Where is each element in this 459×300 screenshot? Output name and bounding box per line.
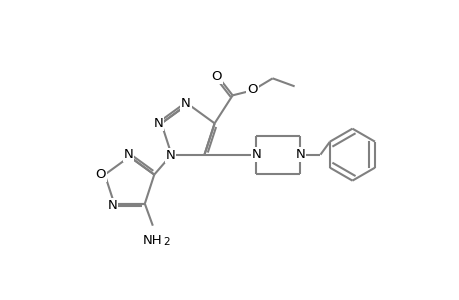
Text: N: N [123, 148, 133, 161]
Text: N: N [181, 97, 190, 110]
Text: O: O [247, 83, 257, 96]
Text: N: N [153, 117, 163, 130]
Text: O: O [211, 70, 221, 83]
Text: N: N [107, 199, 117, 212]
Text: NH: NH [143, 234, 162, 247]
Text: N: N [295, 148, 305, 161]
Text: O: O [95, 168, 106, 181]
Text: 2: 2 [162, 237, 169, 247]
Text: N: N [251, 148, 261, 161]
Text: N: N [165, 149, 175, 162]
